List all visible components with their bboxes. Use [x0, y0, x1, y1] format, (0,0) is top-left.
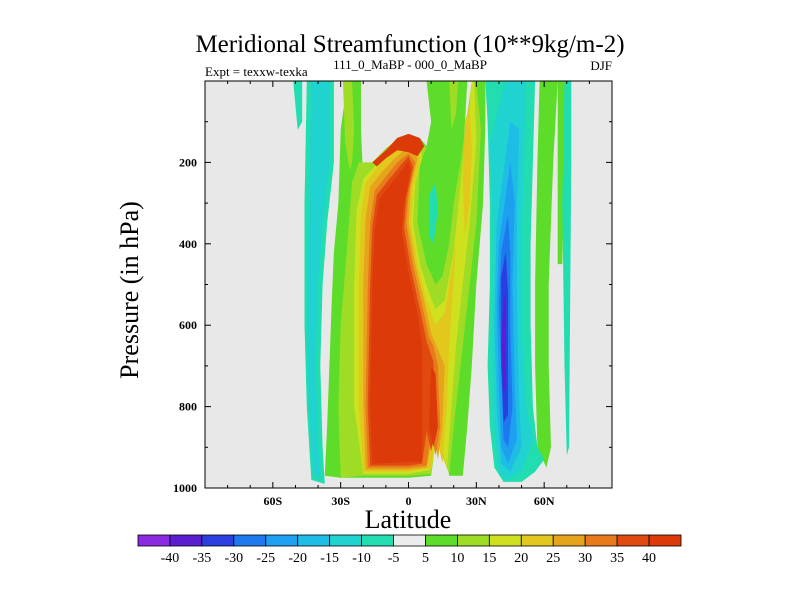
contour-region-level-40 — [370, 160, 423, 464]
colorbar-swatch — [201, 534, 235, 547]
colorbar-label: -20 — [288, 551, 307, 566]
colorbar-label: 20 — [514, 551, 528, 566]
y-tick-label: 600 — [179, 318, 197, 332]
x-tick-label: 60S — [263, 494, 282, 508]
colorbar-label: 10 — [450, 551, 464, 566]
colorbar-swatch — [520, 534, 554, 547]
y-tick-label: 400 — [179, 237, 197, 251]
colorbar-label: -30 — [224, 551, 243, 566]
colorbar-swatch — [457, 534, 490, 547]
colorbar-label: 15 — [482, 551, 496, 566]
colorbar-swatch — [425, 534, 458, 547]
x-axis-label: Latitude — [365, 505, 452, 534]
x-tick-label: 60N — [534, 494, 555, 508]
y-tick-label: 800 — [179, 400, 197, 414]
colorbar-swatch — [297, 534, 331, 547]
contour-region-level-5 — [535, 81, 558, 468]
colorbar-swatch — [137, 534, 171, 547]
contour-region-level--5 — [293, 81, 303, 130]
colorbar-swatch — [616, 534, 650, 547]
comparison-label: 111_0_MaBP - 000_0_MaBP — [333, 57, 487, 72]
contour-region-level-40 — [372, 133, 425, 167]
contour-region-level--5 — [428, 182, 438, 244]
y-tick-label: 200 — [179, 155, 197, 169]
colorbar-label: -25 — [256, 551, 275, 566]
colorbar-swatch — [361, 534, 394, 547]
contour-region-level-10 — [449, 81, 459, 130]
colorbar-swatch — [233, 534, 267, 547]
y-tick-label: 1000 — [173, 481, 197, 495]
colorbar-swatch — [648, 534, 682, 547]
plot-area: 60S 30S 0 30N 60N 200 400 600 800 1000 — [173, 80, 613, 508]
colorbar-swatch — [265, 534, 299, 547]
colorbar-swatch — [169, 534, 203, 547]
contour-region-level--35 — [501, 292, 506, 391]
contour-region-level-5 — [453, 81, 463, 138]
colorbar-label: 30 — [578, 551, 592, 566]
colorbar-label: -35 — [193, 551, 212, 566]
x-tick-label: 30N — [466, 494, 487, 508]
expt-label: Expt = texxw-texka — [205, 64, 308, 79]
colorbar-swatch — [584, 534, 618, 547]
colorbar-label: 40 — [642, 551, 656, 566]
contour-region-level-10 — [342, 81, 355, 171]
colorbar-swatch — [552, 534, 586, 547]
colorbar-label: -5 — [388, 551, 400, 566]
colorbar-swatch — [488, 534, 522, 547]
x-tick-label: 0 — [406, 494, 412, 508]
colorbar: -40 -35 -30 -25 -20 -15 -10 -5 5 10 15 20 25 30 35 40 — [137, 534, 682, 566]
x-tick-label: 30S — [331, 494, 350, 508]
season-label: DJF — [590, 58, 612, 73]
colorbar-swatch — [393, 534, 426, 547]
contour-region-level-40 — [428, 365, 438, 448]
colorbar-label: -10 — [352, 551, 371, 566]
colorbar-swatch — [329, 534, 362, 547]
contour-region-level--10 — [306, 81, 330, 478]
colorbar-label: 25 — [546, 551, 560, 566]
contour-region-level--5 — [562, 81, 572, 456]
colorbar-label: 5 — [422, 551, 429, 566]
x-axis: 60S 30S 0 30N 60N — [227, 81, 590, 508]
y-axis: 200 400 600 800 1000 — [173, 121, 612, 495]
y-axis-label: Pressure (in hPa) — [115, 201, 144, 379]
contour-region-level-20 — [462, 105, 472, 236]
colorbar-label: 35 — [610, 551, 624, 566]
chart-title: Meridional Streamfunction (10**9kg/m-2) — [195, 31, 624, 58]
contour-fills — [293, 81, 572, 484]
colorbar-label: -15 — [320, 551, 339, 566]
colorbar-label: -40 — [161, 551, 180, 566]
